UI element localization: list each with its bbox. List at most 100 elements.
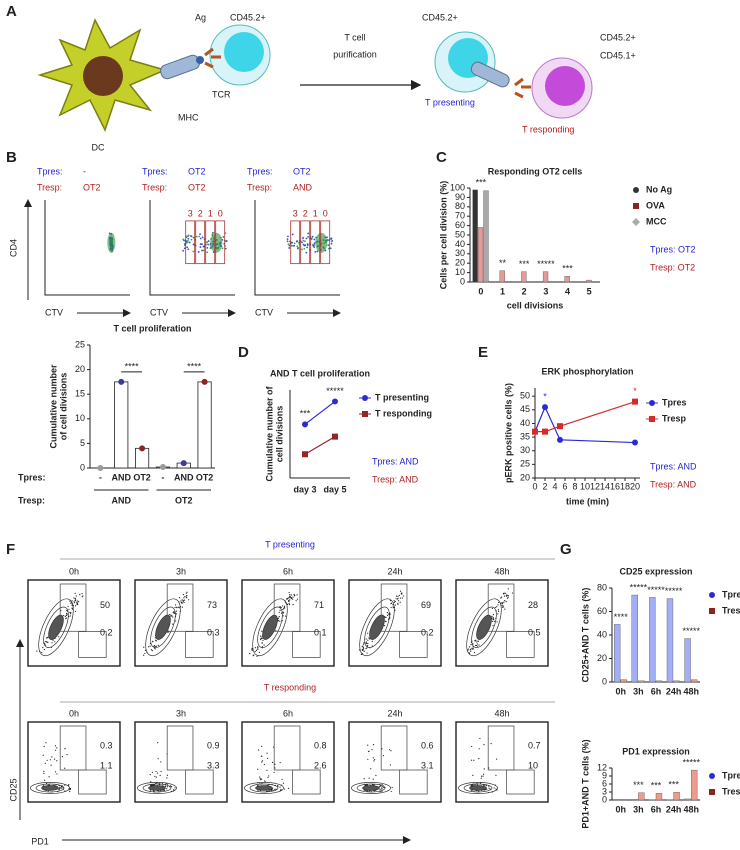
event-dot	[43, 772, 45, 775]
event-dot	[491, 607, 493, 610]
event-dot	[268, 775, 270, 777]
gate-label: 0	[218, 209, 223, 219]
event-dot	[144, 649, 147, 651]
event-dot	[175, 610, 178, 612]
event-dot	[50, 764, 52, 766]
gate	[205, 220, 216, 265]
event-dot	[282, 608, 284, 611]
event-dot	[182, 238, 185, 241]
event-dot	[283, 606, 285, 608]
event-dot	[155, 645, 157, 647]
event-dot	[296, 240, 298, 242]
event-dot	[473, 651, 476, 654]
y-tick-label: 80	[597, 582, 607, 592]
event-dot	[54, 771, 57, 773]
panel-label: C	[436, 149, 447, 166]
contour	[142, 783, 172, 793]
event-dot	[181, 599, 183, 601]
event-dot	[170, 615, 172, 617]
event-dot	[399, 601, 401, 603]
event-dot	[296, 598, 299, 600]
event-dot	[176, 606, 178, 608]
y-axis-label: cell divisions	[274, 406, 284, 463]
event-dot	[286, 238, 289, 241]
gate	[399, 631, 428, 658]
event-dot	[157, 644, 159, 646]
significance: *****	[665, 586, 683, 596]
y-tick-label: 10	[75, 413, 85, 423]
event-dot	[288, 244, 291, 247]
event-dot	[172, 616, 174, 618]
event-dot	[291, 244, 293, 247]
chart-title: PD1 expression	[622, 746, 690, 756]
gate-percent: 2.6	[314, 760, 327, 770]
event-dot	[180, 601, 182, 603]
marker	[542, 404, 548, 411]
x-axis-label: CTV	[255, 307, 273, 317]
contour	[356, 783, 386, 793]
event-dot	[493, 620, 495, 622]
x-tick-label: 0	[532, 481, 537, 491]
event-dot	[374, 758, 376, 761]
event-dot	[143, 646, 145, 648]
y-axis-label: PD1+AND T cells (%)	[580, 739, 590, 828]
event-dot	[365, 642, 368, 644]
y-tick-label: 70	[455, 211, 465, 221]
x-tick-label: -	[99, 472, 102, 482]
event-dot	[287, 597, 289, 599]
chart-title: CD25 expression	[619, 566, 692, 576]
event-dot	[475, 644, 478, 647]
event-dot	[61, 787, 63, 789]
event-dot	[368, 637, 370, 639]
y-axis-label: pERK positive cells (%)	[503, 383, 513, 483]
y-tick-label: 90	[455, 192, 465, 202]
x-tick-label: OT2	[133, 472, 151, 482]
x-tick-label: 48h	[683, 686, 699, 696]
event-dot	[183, 247, 186, 250]
gate-percent: 0.2	[421, 628, 434, 638]
event-dot	[327, 244, 330, 247]
event-dot	[261, 646, 263, 648]
event-dot	[166, 788, 168, 790]
event-dot	[224, 247, 227, 250]
event-dot	[287, 243, 290, 246]
event-dot	[381, 790, 383, 793]
contour	[35, 783, 65, 793]
tcr	[514, 77, 531, 99]
x-tick-label: 0h	[616, 686, 627, 696]
event-dot	[495, 788, 497, 790]
y-tick-label: 80	[455, 201, 465, 211]
event-dot	[172, 612, 174, 614]
diagram: Ag CD45.2+ TCR MHC DC T cell purificatio…	[37, 12, 636, 152]
event-dot	[290, 594, 293, 596]
event-dot	[260, 779, 262, 781]
event-dot	[367, 632, 369, 634]
significance: ****	[614, 612, 629, 622]
x-tick-label: AND	[174, 472, 194, 482]
contour	[359, 598, 395, 657]
event-dot	[467, 648, 470, 650]
event-dot	[281, 778, 283, 780]
time-label: 3h	[176, 566, 186, 576]
event-dot	[75, 595, 77, 597]
event-dot	[74, 605, 77, 607]
event-dot	[486, 788, 488, 790]
bar	[542, 271, 549, 283]
event-dot	[257, 648, 259, 651]
gate-label: 3	[293, 209, 298, 219]
event-dot	[183, 597, 185, 599]
event-dot	[251, 648, 253, 651]
event-dot	[43, 770, 45, 772]
event-dot	[42, 646, 44, 649]
event-dot	[292, 598, 294, 600]
gate-percent: 0.6	[421, 740, 434, 750]
event-dot	[52, 639, 54, 641]
marker	[632, 398, 638, 405]
x-tick-label: 8	[572, 481, 577, 491]
y-axis-label: CD25+AND T cells (%)	[580, 588, 590, 683]
event-dot	[259, 777, 261, 780]
x-tick-label: 5	[587, 286, 592, 296]
event-dot	[293, 242, 296, 245]
event-dot	[63, 614, 65, 617]
gate-percent: 0.3	[100, 740, 113, 750]
